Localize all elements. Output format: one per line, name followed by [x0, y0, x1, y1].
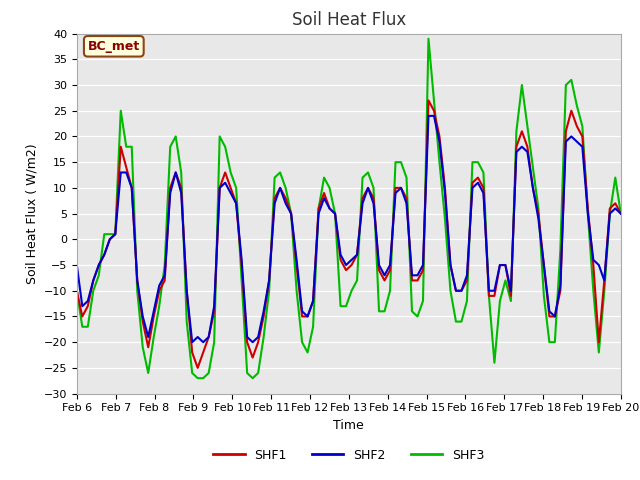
- Line: SHF1: SHF1: [77, 100, 621, 368]
- SHF1: [584, 205, 591, 211]
- SHF2: [188, 339, 196, 345]
- SHF1: [424, 97, 432, 103]
- SHF2: [73, 262, 81, 268]
- Text: BC_met: BC_met: [88, 40, 140, 53]
- Title: Soil Heat Flux: Soil Heat Flux: [292, 11, 406, 29]
- SHF3: [617, 211, 625, 216]
- SHF3: [403, 175, 410, 180]
- SHF1: [194, 365, 202, 371]
- SHF2: [358, 201, 366, 206]
- SHF2: [205, 334, 212, 340]
- SHF3: [424, 36, 432, 42]
- Line: SHF3: SHF3: [77, 39, 621, 378]
- SHF3: [358, 175, 366, 180]
- SHF2: [424, 113, 432, 119]
- SHF1: [403, 195, 410, 201]
- SHF3: [205, 370, 212, 376]
- SHF2: [584, 211, 591, 216]
- SHF1: [600, 277, 608, 283]
- SHF3: [584, 211, 591, 216]
- SHF3: [194, 375, 202, 381]
- SHF3: [73, 288, 81, 294]
- SHF3: [600, 288, 608, 294]
- Legend: SHF1, SHF2, SHF3: SHF1, SHF2, SHF3: [209, 444, 489, 467]
- SHF1: [358, 195, 366, 201]
- SHF2: [403, 201, 410, 206]
- X-axis label: Time: Time: [333, 419, 364, 432]
- SHF2: [177, 190, 185, 196]
- SHF2: [617, 211, 625, 216]
- Y-axis label: Soil Heat Flux ( W/m2): Soil Heat Flux ( W/m2): [25, 144, 38, 284]
- SHF1: [73, 288, 81, 294]
- SHF3: [177, 169, 185, 175]
- SHF1: [617, 211, 625, 216]
- SHF2: [600, 277, 608, 283]
- Line: SHF2: SHF2: [77, 116, 621, 342]
- SHF1: [177, 185, 185, 191]
- SHF1: [205, 334, 212, 340]
